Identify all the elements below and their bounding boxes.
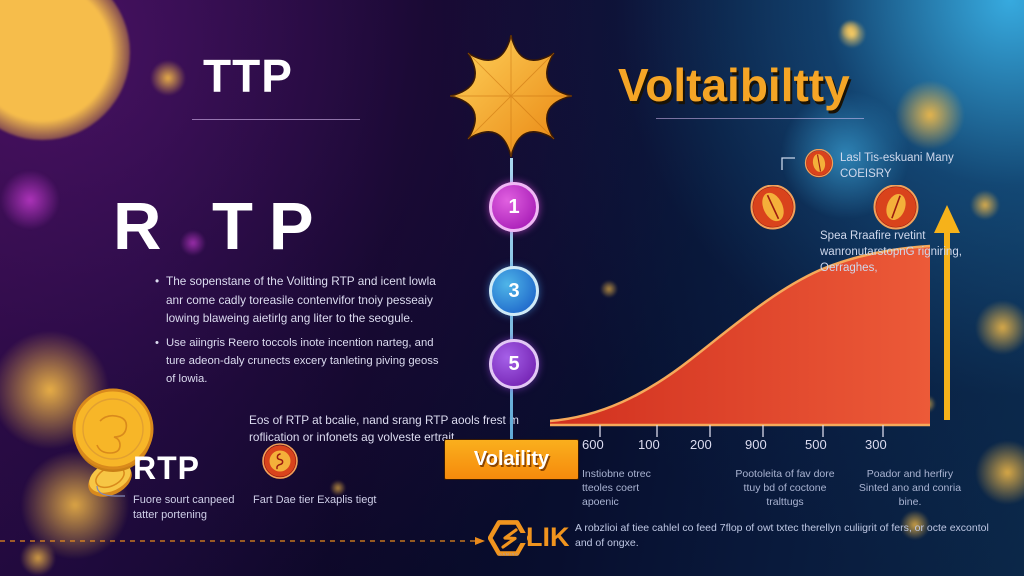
svg-text:GAMING: GAMING (499, 553, 519, 557)
